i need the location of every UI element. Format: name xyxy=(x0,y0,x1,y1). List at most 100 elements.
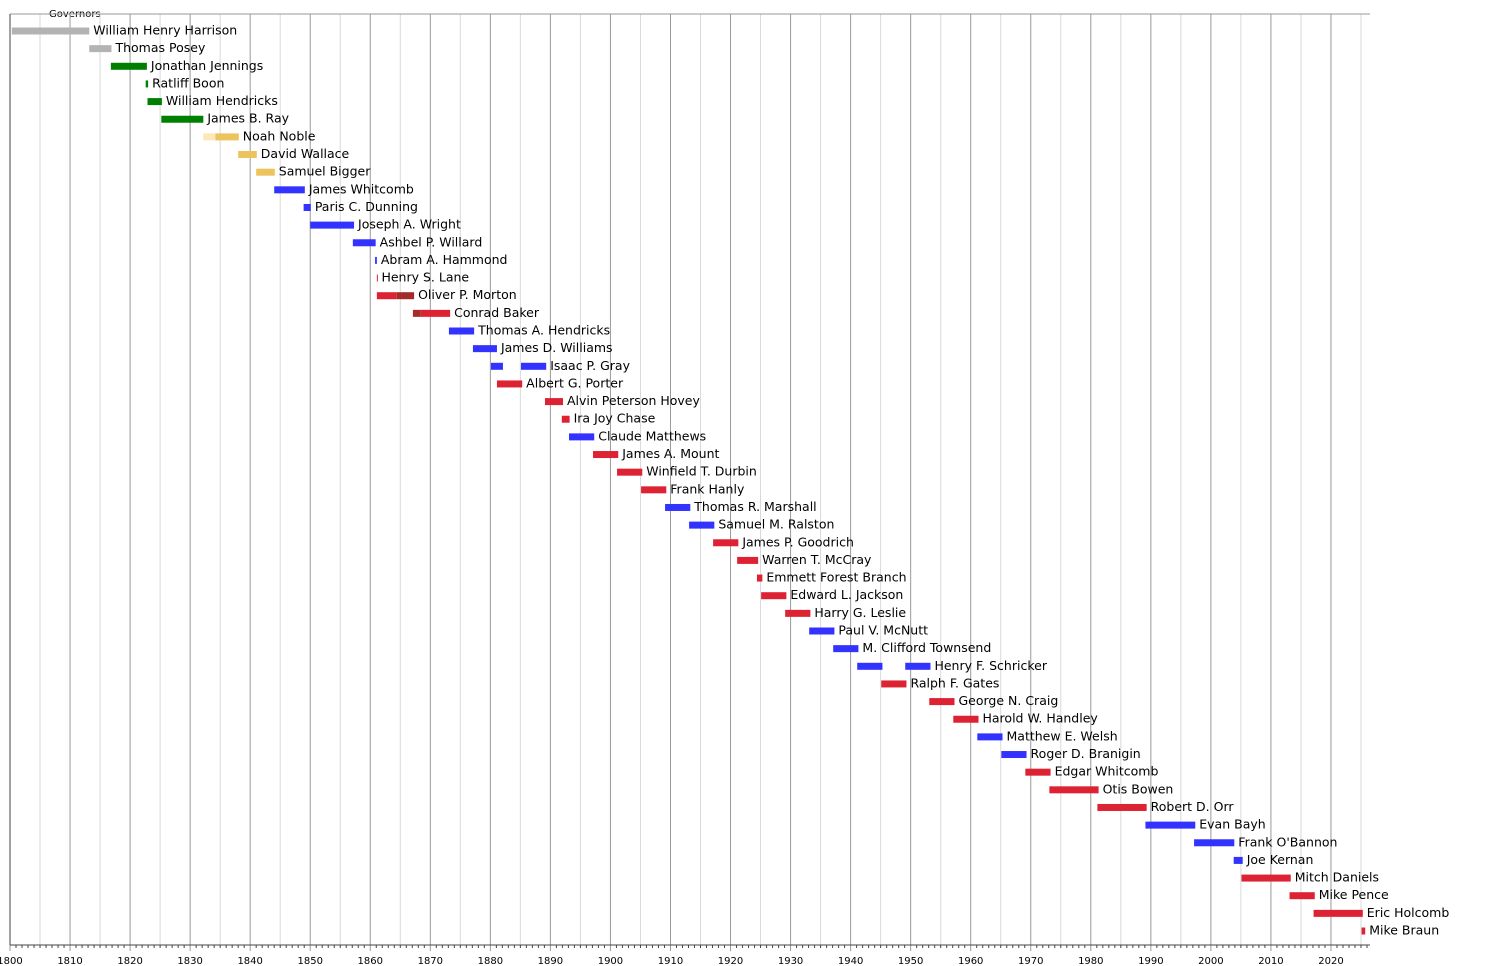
governor-label: Albert G. Porter xyxy=(526,375,624,390)
term-bar xyxy=(1194,839,1235,847)
governor-label: M. Clifford Townsend xyxy=(862,640,991,655)
governor-label: Ashbel P. Willard xyxy=(380,234,483,249)
term-bar xyxy=(833,645,859,653)
term-bar xyxy=(756,574,763,582)
governor-label: Robert D. Orr xyxy=(1151,799,1235,814)
governor-label: Harold W. Handley xyxy=(983,711,1099,726)
governor-label: William Hendricks xyxy=(166,93,278,108)
governor-label: Joseph A. Wright xyxy=(357,217,461,232)
term-bar xyxy=(737,556,759,564)
governor-label: Ratliff Boon xyxy=(152,75,224,90)
governor-label: Eric Holcomb xyxy=(1367,905,1450,920)
term-bar xyxy=(1145,821,1196,829)
term-bar xyxy=(376,292,397,300)
governor-label: William Henry Harrison xyxy=(93,23,237,38)
x-tick-label: 1900 xyxy=(598,956,623,966)
x-tick-label: 1800 xyxy=(0,956,23,966)
term-bar xyxy=(1289,892,1315,900)
x-tick-label: 1880 xyxy=(478,956,503,966)
governor-label: Claude Matthews xyxy=(598,428,706,443)
term-bar xyxy=(448,327,475,335)
governor-label: Ralph F. Gates xyxy=(910,675,999,690)
term-bar xyxy=(375,256,377,264)
term-bar xyxy=(1241,874,1291,882)
term-bar xyxy=(256,168,275,176)
governor-label: Mitch Daniels xyxy=(1295,870,1379,885)
term-bar xyxy=(761,592,787,600)
governor-label: Mike Pence xyxy=(1319,887,1389,902)
term-bar xyxy=(303,203,311,211)
term-bar xyxy=(472,345,497,353)
governor-label: Thomas Posey xyxy=(114,40,205,55)
governor-label: James B. Ray xyxy=(206,111,289,126)
term-bar xyxy=(953,715,979,723)
governor-label: Winfield T. Durbin xyxy=(646,464,757,479)
x-tick-label: 1990 xyxy=(1138,956,1163,966)
governor-label: Isaac P. Gray xyxy=(550,358,630,373)
term-bar xyxy=(310,221,355,229)
governor-label: Alvin Peterson Hovey xyxy=(567,393,700,408)
x-tick-label: 1970 xyxy=(1018,956,1043,966)
term-bar xyxy=(1313,909,1363,917)
x-tick-label: 1890 xyxy=(538,956,563,966)
governor-label: Frank Hanly xyxy=(670,481,745,496)
term-bar xyxy=(396,292,415,300)
term-bar xyxy=(496,380,523,388)
x-tick-label: 1830 xyxy=(177,956,202,966)
x-tick-label: 1810 xyxy=(57,956,82,966)
x-tick-label: 1960 xyxy=(958,956,983,966)
term-bar xyxy=(420,309,451,317)
term-bar xyxy=(11,27,90,35)
term-bar xyxy=(238,151,257,159)
x-tick-label: 2020 xyxy=(1318,956,1343,966)
x-tick-label: 1840 xyxy=(237,956,262,966)
x-tick-label: 1950 xyxy=(898,956,923,966)
term-bar xyxy=(412,309,421,317)
term-bar xyxy=(881,680,907,688)
term-bar xyxy=(617,468,643,476)
governor-label: Roger D. Branigin xyxy=(1031,746,1141,761)
term-bar xyxy=(352,239,376,247)
term-bar xyxy=(641,486,667,494)
x-tick-label: 2000 xyxy=(1198,956,1223,966)
governor-label: Matthew E. Welsh xyxy=(1007,728,1118,743)
term-bar xyxy=(665,503,691,511)
term-bar xyxy=(561,415,570,423)
term-bar xyxy=(593,451,619,459)
governor-label: Thomas R. Marshall xyxy=(693,499,816,514)
governor-label: Emmett Forest Branch xyxy=(766,570,906,585)
x-tick-label: 1870 xyxy=(418,956,443,966)
governor-label: Henry F. Schricker xyxy=(934,658,1047,673)
term-bar xyxy=(569,433,595,441)
term-bar xyxy=(857,662,883,670)
governor-label: Abram A. Hammond xyxy=(381,252,508,267)
x-tick-label: 2010 xyxy=(1258,956,1283,966)
governor-label: James Whitcomb xyxy=(308,181,414,196)
governor-label: James A. Mount xyxy=(621,446,719,461)
term-bar xyxy=(1361,927,1366,935)
term-bar xyxy=(689,521,715,529)
x-tick-label: 1910 xyxy=(658,956,683,966)
governor-label: Samuel M. Ralston xyxy=(718,517,834,532)
governor-label: James P. Goodrich xyxy=(741,534,854,549)
x-tick-label: 1940 xyxy=(838,956,863,966)
term-bar xyxy=(785,609,811,617)
term-bar xyxy=(1233,856,1243,864)
governor-label: Thomas A. Hendricks xyxy=(477,323,610,338)
x-tick-label: 1920 xyxy=(718,956,743,966)
x-tick-label: 1980 xyxy=(1078,956,1103,966)
x-tick-label: 1930 xyxy=(778,956,803,966)
governor-label: Samuel Bigger xyxy=(279,164,371,179)
term-bar xyxy=(520,362,547,370)
term-bar xyxy=(1025,768,1051,776)
x-tick-label: 1850 xyxy=(297,956,322,966)
governor-label: Joe Kernan xyxy=(1246,852,1314,867)
term-bar xyxy=(544,398,564,406)
governor-label: Otis Bowen xyxy=(1103,781,1174,796)
governor-label: Paul V. McNutt xyxy=(838,623,928,638)
term-bar xyxy=(89,45,112,53)
governor-label: Noah Noble xyxy=(243,128,316,143)
governor-label: James D. Williams xyxy=(500,340,613,355)
governor-label: Ira Joy Chase xyxy=(574,411,656,426)
